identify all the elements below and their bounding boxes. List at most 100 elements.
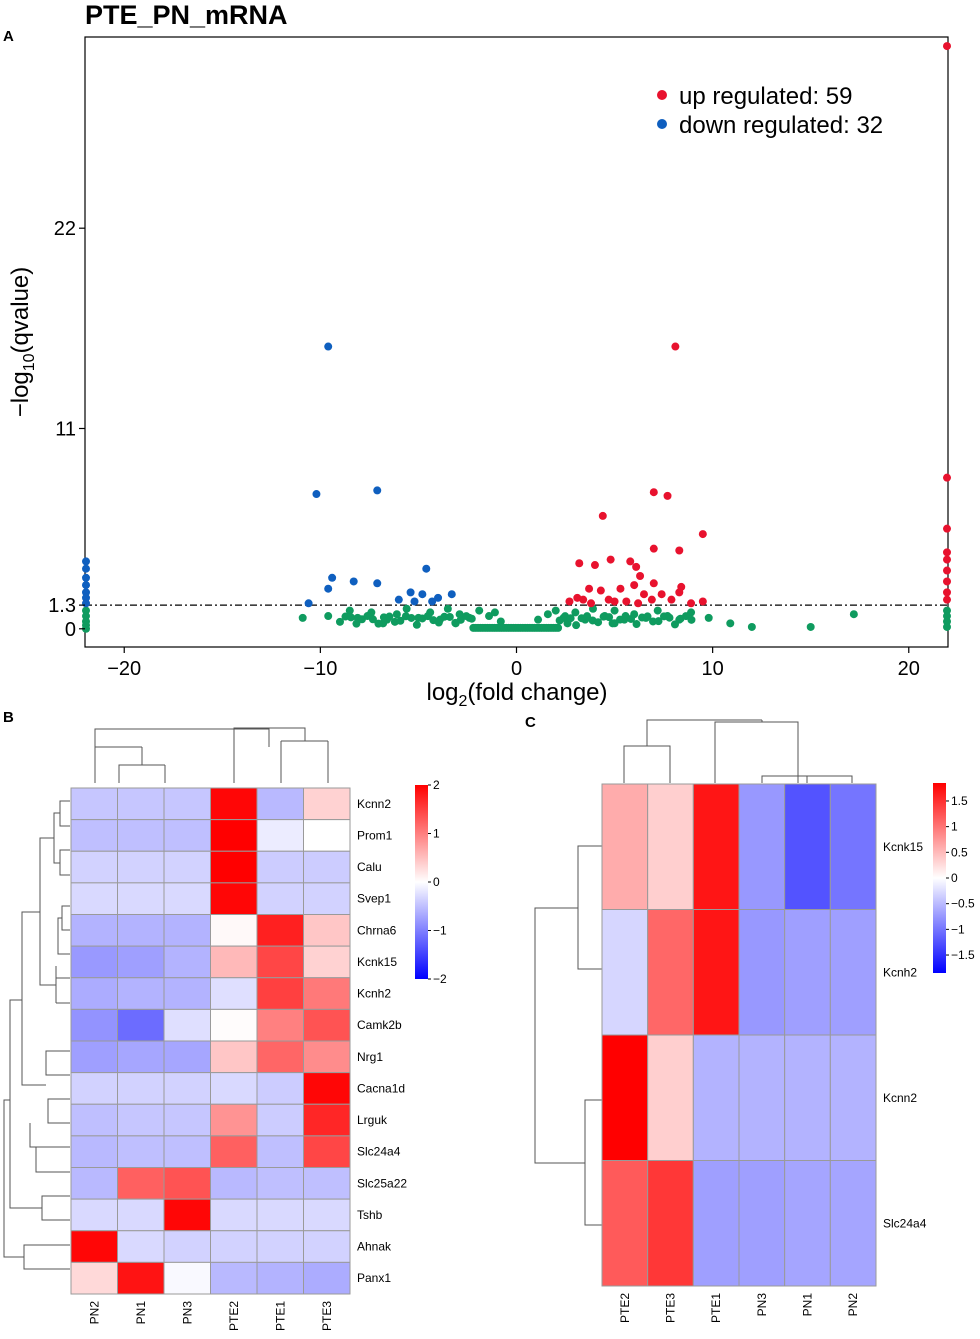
column-label: PN1 xyxy=(801,1293,815,1317)
heatmap-cell xyxy=(303,819,351,852)
down-point xyxy=(82,599,90,608)
up-point xyxy=(649,544,658,553)
heatmap-cell xyxy=(303,945,351,979)
heatmap-cell xyxy=(829,783,877,910)
row-label: Kcnh2 xyxy=(883,965,917,979)
down-point xyxy=(428,597,437,606)
heatmap-cell xyxy=(70,945,118,979)
down-point xyxy=(434,593,443,602)
up-point xyxy=(596,586,605,595)
heatmap-grid-b xyxy=(70,787,351,1295)
ns-point xyxy=(555,616,564,625)
ns-point xyxy=(653,606,662,615)
up-point xyxy=(610,597,619,606)
heatmap-cell xyxy=(70,977,118,1010)
row-dendrogram-b xyxy=(3,800,70,1270)
down-point xyxy=(422,564,431,573)
x-axis-title: log2(fold change) xyxy=(426,679,607,710)
ns-point xyxy=(654,617,663,626)
heatmap-cell xyxy=(303,882,351,915)
dendrogram-b xyxy=(3,727,329,1270)
ns-point xyxy=(82,624,90,633)
column-label: PTE1 xyxy=(273,1301,287,1331)
heatmap-cell xyxy=(738,909,786,1036)
up-point xyxy=(943,595,951,604)
ns-point xyxy=(396,616,405,625)
x-tick-label: −20 xyxy=(107,658,141,680)
down-point xyxy=(312,490,321,499)
ns-point xyxy=(346,613,355,622)
up-point xyxy=(943,577,951,586)
heatmap-cell xyxy=(70,1167,118,1200)
down-point xyxy=(349,577,358,586)
heatmap-cell xyxy=(303,977,351,1010)
colorbar-label: 1 xyxy=(433,827,440,841)
heatmap-cell xyxy=(70,1103,118,1137)
row-label: Lrguk xyxy=(357,1113,388,1127)
ns-point xyxy=(534,615,543,624)
row-label: Kcnn2 xyxy=(883,1091,917,1105)
ns-point xyxy=(806,622,815,631)
heatmap-cell xyxy=(647,783,694,910)
dendrogram-c xyxy=(534,719,853,1226)
up-point xyxy=(663,491,672,500)
heatmap-cell xyxy=(117,945,165,979)
heatmap-cell xyxy=(210,1072,258,1105)
heatmap-cell xyxy=(256,914,304,947)
up-point xyxy=(587,599,596,608)
ns-point xyxy=(385,612,394,621)
ns-point xyxy=(374,619,383,628)
heatmap-cell xyxy=(210,882,258,915)
heatmap-cell xyxy=(117,1198,165,1232)
row-label: Nrg1 xyxy=(357,1050,383,1064)
heatmap-cell xyxy=(738,1160,786,1287)
heatmap-cell xyxy=(303,1230,351,1263)
heatmap-cell xyxy=(738,783,786,910)
colorbar-label: −1 xyxy=(951,922,965,936)
colorbar-label: 0 xyxy=(433,875,440,889)
down-point xyxy=(82,557,90,566)
ns-point xyxy=(605,613,614,622)
down-point xyxy=(82,564,90,573)
ns-point xyxy=(423,612,432,621)
ns-point xyxy=(496,617,505,626)
up-point xyxy=(630,581,639,590)
up-point xyxy=(943,473,951,482)
heatmap-cell xyxy=(738,1034,786,1161)
heatmap-cell xyxy=(117,850,165,884)
column-label: PN1 xyxy=(134,1301,148,1325)
heatmap-cell xyxy=(303,850,351,884)
ns-point xyxy=(665,613,674,622)
heatmap-cell xyxy=(692,783,740,910)
heatmap-cell xyxy=(117,787,165,821)
heatmap-cell xyxy=(303,1103,351,1137)
ns-point xyxy=(594,618,603,627)
up-point xyxy=(675,588,684,597)
heatmap-cell xyxy=(256,1103,304,1137)
heatmap-grid-c xyxy=(601,783,877,1287)
column-label: PTE2 xyxy=(618,1293,632,1323)
heatmap-cell xyxy=(303,914,351,947)
point-layer xyxy=(82,42,951,633)
heatmap-cell xyxy=(117,1008,165,1042)
heatmap-cell xyxy=(210,1008,258,1042)
heatmap-cell xyxy=(163,1040,211,1074)
heatmap-cell xyxy=(210,1135,258,1168)
row-label: Cacna1d xyxy=(357,1081,405,1095)
heatmap-cell xyxy=(210,977,258,1010)
heatmap-cell xyxy=(210,819,258,852)
down-point xyxy=(418,590,427,599)
row-label: Ahnak xyxy=(357,1240,392,1254)
y-tick-label: 0 xyxy=(65,619,76,641)
colorbar-gradient xyxy=(933,783,946,973)
up-point xyxy=(590,561,599,570)
heatmap-cell xyxy=(303,1167,351,1200)
row-label: Kcnh2 xyxy=(357,987,391,1001)
colorbar-gradient xyxy=(415,785,428,979)
ns-point xyxy=(704,613,713,622)
up-point xyxy=(687,599,696,608)
ns-point xyxy=(747,622,756,631)
heatmap-cell xyxy=(210,1103,258,1137)
heatmap-cell xyxy=(647,909,694,1036)
heatmap-cell xyxy=(256,1167,304,1200)
